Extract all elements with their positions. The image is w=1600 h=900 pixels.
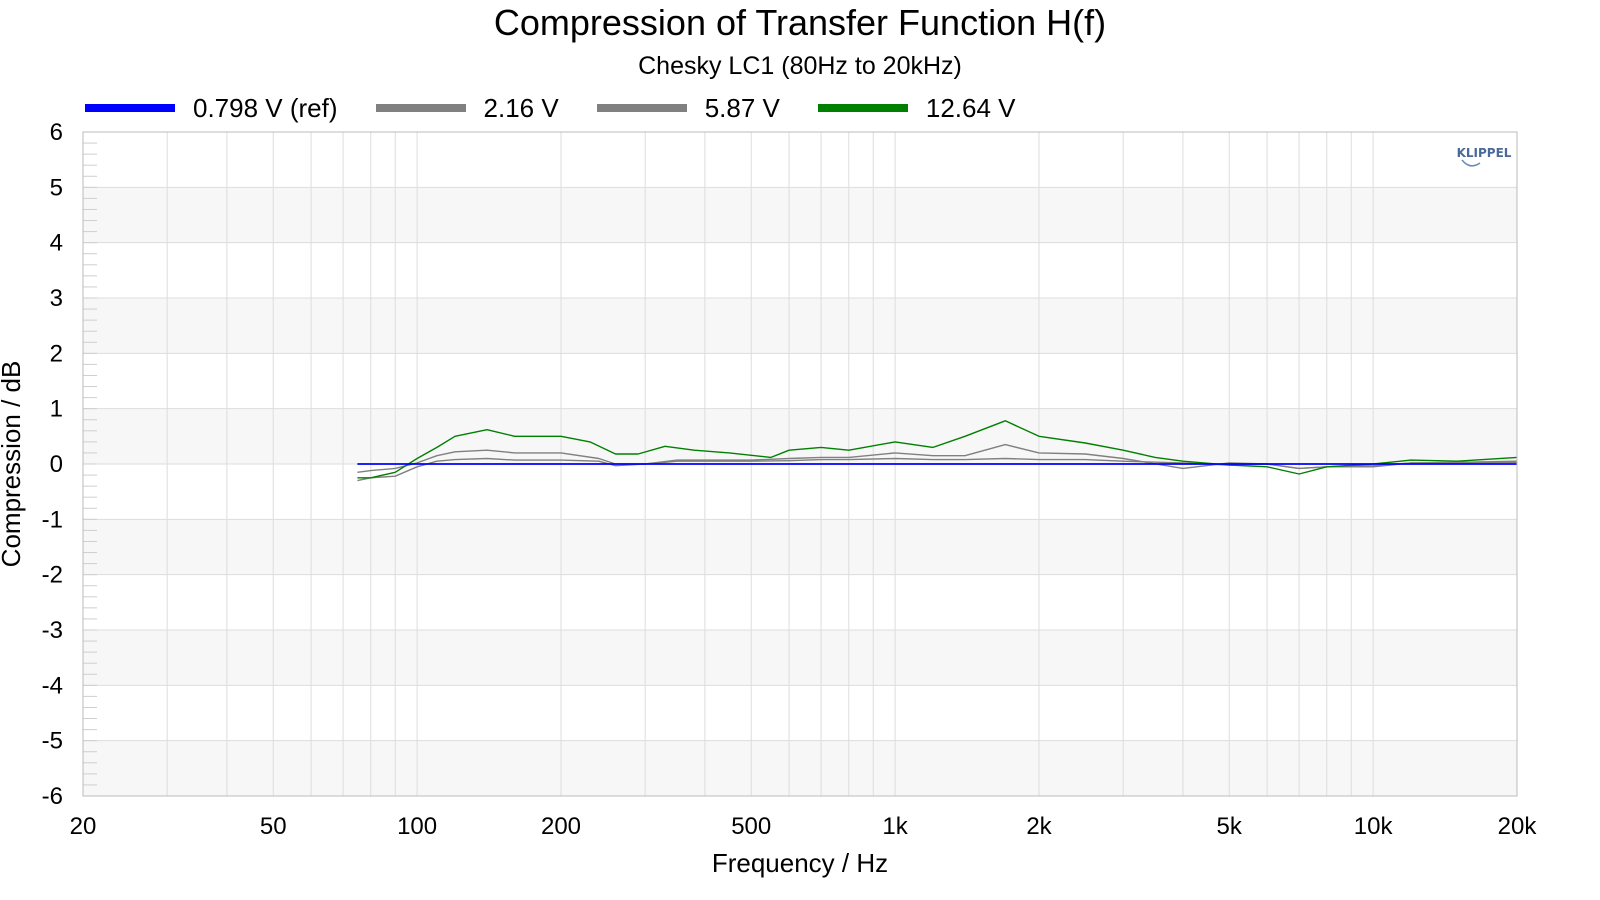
series-line-3 — [357, 420, 1518, 479]
y-tick-label: 5 — [50, 174, 63, 201]
x-tick-label: 5k — [1217, 813, 1243, 840]
y-tick-label: -5 — [42, 728, 63, 755]
plot-band — [83, 519, 1517, 575]
legend: 0.798 V (ref) 2.16 V 5.87 V 12.64 V — [85, 88, 1054, 128]
y-tick-label: 6 — [50, 119, 63, 146]
x-tick-label: 200 — [541, 813, 581, 840]
plot-band — [83, 740, 1517, 796]
y-tick-label: 3 — [50, 285, 63, 312]
legend-label: 2.16 V — [483, 92, 559, 123]
legend-item: 12.64 V — [817, 92, 1016, 124]
y-tick-label: 1 — [50, 396, 63, 423]
legend-swatch — [596, 104, 687, 112]
legend-swatch — [375, 104, 466, 112]
y-minor-ticks — [83, 131, 97, 797]
x-tick-label: 500 — [731, 813, 771, 840]
x-tick-label: 1k — [882, 813, 908, 840]
chart-subtitle: Chesky LC1 (80Hz to 20kHz) — [638, 52, 962, 80]
legend-swatch — [85, 104, 175, 112]
klippel-logo-text: KLIPPEL — [1457, 146, 1512, 160]
plot-band — [83, 298, 1517, 354]
plot-frame — [82, 131, 1518, 797]
chart-title: Compression of Transfer Function H(f) — [493, 2, 1107, 43]
y-tick-label: -2 — [42, 562, 63, 589]
x-tick-label: 20k — [1498, 813, 1538, 840]
y-tick-label: -6 — [42, 783, 63, 810]
klippel-logo-swoosh — [1461, 159, 1481, 167]
y-axis-label: Compression / dB — [0, 361, 26, 568]
plot-band — [83, 408, 1517, 464]
series-group — [357, 420, 1518, 482]
plot-band — [83, 187, 1517, 243]
y-tick-label: 0 — [50, 451, 63, 478]
y-tick-label: -4 — [42, 672, 63, 699]
plot-band — [83, 630, 1517, 686]
legend-label: 12.64 V — [925, 92, 1016, 123]
klippel-logo: KLIPPEL — [1457, 146, 1512, 167]
y-tick-label: -3 — [42, 617, 63, 644]
y-axis-ticks: 6 5 4 3 2 1 0 -1 -2 -3 -4 -5 -6 — [42, 119, 63, 810]
x-tick-label: 20 — [70, 813, 97, 840]
x-tick-label: 10k — [1354, 813, 1394, 840]
x-tick-label: 2k — [1026, 813, 1052, 840]
y-tick-label: 2 — [50, 340, 63, 367]
x-tick-label: 100 — [397, 813, 437, 840]
legend-label: 5.87 V — [704, 92, 780, 123]
x-axis-label: Frequency / Hz — [712, 848, 888, 878]
legend-item: 2.16 V — [375, 92, 559, 124]
series-line-2 — [357, 443, 1518, 473]
y-tick-label: 4 — [50, 230, 63, 257]
x-tick-label: 50 — [260, 813, 287, 840]
legend-swatch — [817, 104, 908, 112]
legend-label: 0.798 V (ref) — [193, 92, 338, 123]
y-tick-label: -1 — [42, 506, 63, 533]
legend-item: 5.87 V — [596, 92, 780, 124]
legend-item: 0.798 V (ref) — [85, 93, 338, 124]
x-axis-ticks: 20 50 100 200 500 1k 2k 5k 10k 20k — [70, 813, 1538, 840]
